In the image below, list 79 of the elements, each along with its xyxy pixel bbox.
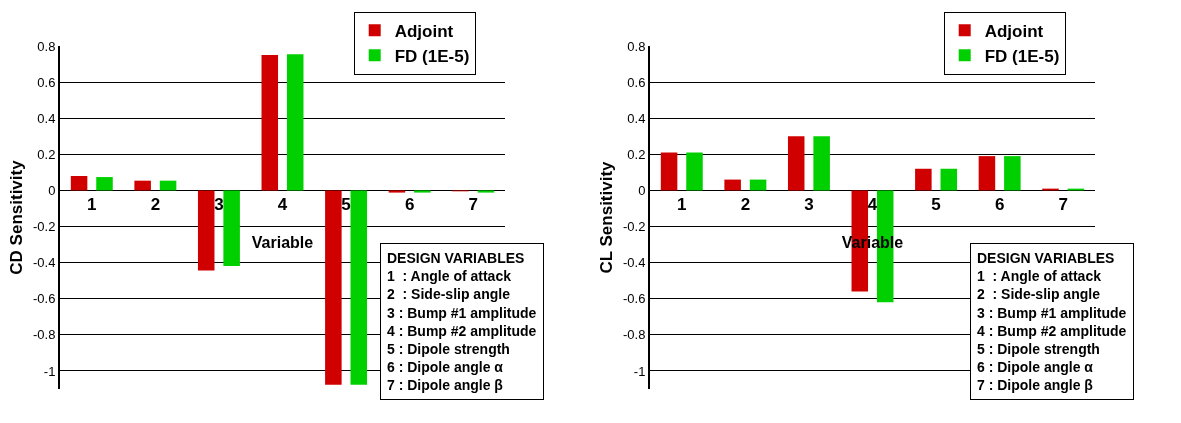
y-tick-label: -0.2 — [32, 219, 56, 235]
bar — [223, 190, 240, 266]
y-tick-label: -0.2 — [622, 219, 646, 235]
bar — [286, 54, 304, 191]
annotation: 2 : Side-slip angle — [977, 286, 1101, 303]
x-axis-title: Variable — [251, 234, 314, 252]
bar — [325, 190, 342, 385]
bar — [414, 190, 431, 193]
x-tick-label: 1 — [87, 194, 97, 214]
bar — [261, 55, 279, 191]
legend-label: Adjoint — [394, 21, 454, 41]
annotation: 2 : Side-slip angle — [387, 286, 511, 303]
y-tick-label: 0.4 — [37, 110, 56, 126]
annotation: 5 : Dipole strength — [387, 341, 510, 357]
x-tick-label: 5 — [341, 194, 351, 214]
y-tick-label: 0.8 — [627, 38, 646, 54]
y-axis-title: CD Sensitivity — [7, 159, 27, 275]
annotation: 3 : Bump #1 amplitude — [387, 304, 537, 321]
legend-label: FD (1E-5) — [984, 46, 1060, 66]
x-tick-label: 1 — [677, 194, 687, 214]
annotation: 6 : Dipole angle α — [977, 359, 1094, 376]
y-tick-label: 0.8 — [37, 38, 56, 54]
bar — [978, 156, 996, 191]
bar — [813, 136, 830, 191]
y-tick-label: -0.6 — [32, 291, 56, 307]
y-tick-label: -0.6 — [622, 291, 646, 307]
bar — [197, 190, 215, 271]
y-tick-label: 0.2 — [37, 146, 56, 162]
x-tick-label: 5 — [931, 194, 941, 214]
annotation: 4 : Bump #2 amplitude — [387, 322, 537, 339]
x-tick-label: 4 — [867, 194, 878, 214]
annotation: 6 : Dipole angle α — [387, 359, 504, 376]
y-axis-title: CL Sensitivity — [597, 160, 617, 274]
x-tick-label: 6 — [404, 194, 415, 214]
y-tick-label: 0.4 — [627, 110, 646, 126]
annotation: 5 : Dipole strength — [977, 341, 1100, 357]
y-tick-label: -1 — [43, 363, 56, 379]
annotation: 7 : Dipole angle β — [387, 377, 504, 394]
y-tick-label: -0.8 — [32, 327, 56, 343]
legend-label: FD (1E-5) — [394, 46, 470, 66]
annotation: 4 : Bump #2 amplitude — [977, 322, 1127, 339]
annotation: 1 : Angle of attack — [977, 268, 1102, 285]
y-tick-label: -0.4 — [622, 255, 646, 271]
y-tick-label: 0 — [48, 182, 56, 198]
x-tick-label: 4 — [277, 194, 288, 214]
bar — [477, 190, 495, 193]
y-tick-label: -0.4 — [32, 255, 56, 271]
x-tick-label: 3 — [214, 194, 224, 214]
y-tick-label: 0 — [638, 182, 646, 198]
bar — [388, 190, 406, 193]
y-tick-label: 0.6 — [627, 74, 646, 90]
bar — [96, 177, 113, 191]
bar — [70, 175, 88, 191]
bar — [660, 152, 678, 191]
y-tick-label: 0.2 — [627, 146, 646, 162]
bar — [915, 168, 932, 191]
legend-label: Adjoint — [984, 21, 1044, 41]
x-tick-label: 7 — [468, 194, 478, 214]
annotation: DESIGN VARIABLES — [977, 250, 1115, 266]
x-tick-label: 2 — [740, 194, 751, 214]
annotation: 7 : Dipole angle β — [977, 377, 1094, 394]
bar — [686, 152, 703, 191]
y-tick-label: -1 — [633, 363, 646, 379]
bar — [724, 179, 741, 191]
y-tick-label: 0.6 — [37, 74, 56, 90]
bar — [940, 168, 958, 191]
bar — [787, 136, 805, 191]
bar — [1004, 156, 1021, 191]
annotation: DESIGN VARIABLES — [387, 250, 525, 266]
x-tick-label: 6 — [994, 194, 1005, 214]
x-tick-label: 2 — [150, 194, 161, 214]
bar — [350, 190, 368, 385]
annotation: 3 : Bump #1 amplitude — [977, 304, 1127, 321]
x-tick-label: 7 — [1058, 194, 1068, 214]
y-tick-label: -0.8 — [622, 327, 646, 343]
x-axis-title: Variable — [841, 234, 904, 252]
bar — [134, 180, 151, 191]
x-tick-label: 3 — [804, 194, 814, 214]
annotation: 1 : Angle of attack — [387, 268, 512, 285]
